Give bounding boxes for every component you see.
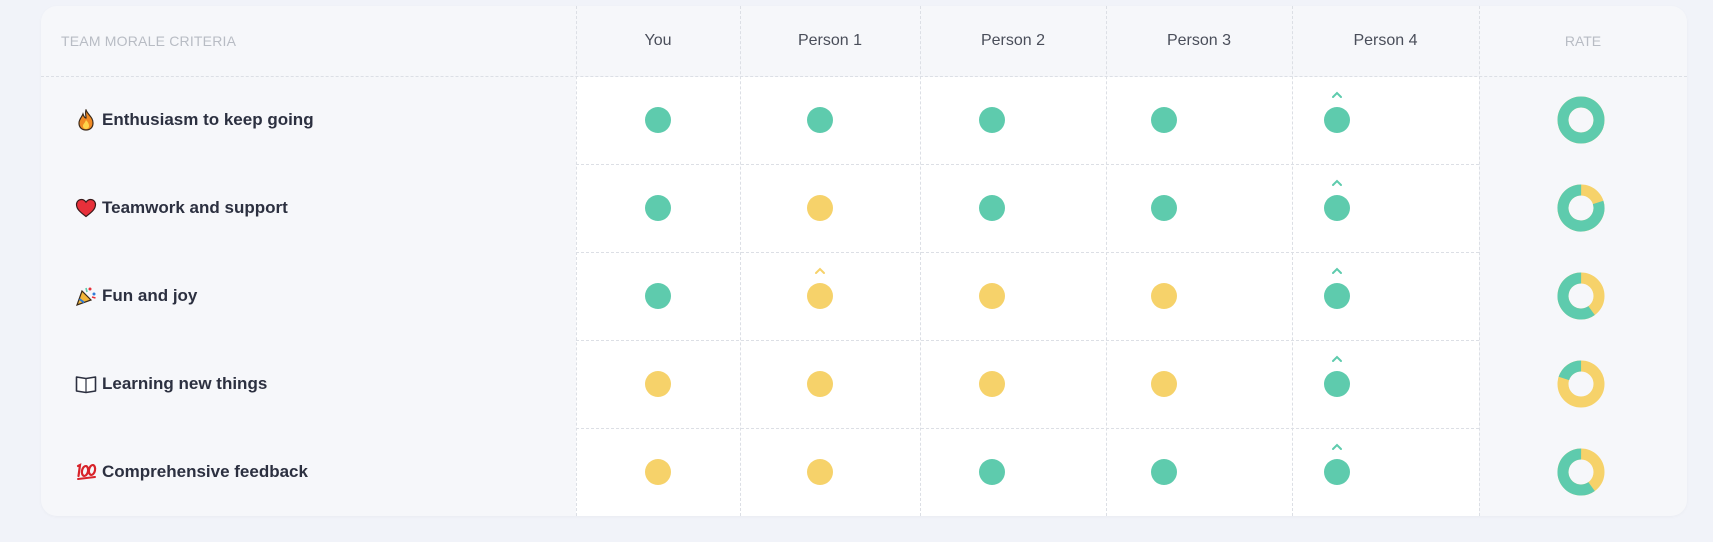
book-icon [75, 373, 97, 395]
fire-icon [75, 109, 97, 131]
rating-dot-person-2[interactable] [979, 195, 1005, 221]
trend-up-icon [1332, 179, 1342, 186]
criterion-row-feedback: Comprehensive feedback [75, 452, 308, 492]
team-morale-table: TEAM MORALE CRITERIA You Person 1 Person… [41, 6, 1687, 516]
heart-icon [75, 197, 97, 219]
row-divider [576, 164, 1479, 165]
criterion-label: Comprehensive feedback [102, 462, 308, 481]
donut-segment-green [1557, 96, 1605, 144]
column-header-person-1: Person 1 [797, 32, 863, 49]
rate-donut-chart [1557, 448, 1605, 496]
donut-segment-green [1557, 184, 1605, 232]
trend-up-icon [1332, 443, 1342, 450]
column-divider [1479, 6, 1480, 516]
rating-dot-person-1[interactable] [807, 107, 833, 133]
trend-up-icon [1332, 267, 1342, 274]
rating-dot-person-2[interactable] [979, 459, 1005, 485]
rate-donut-chart [1557, 184, 1605, 232]
rating-dot-you[interactable] [645, 371, 671, 397]
criterion-label: Learning new things [102, 374, 268, 393]
criterion-label: Fun and joy [102, 286, 198, 305]
rating-dot-person-3[interactable] [1151, 107, 1177, 133]
rating-dot-person-4[interactable] [1324, 107, 1350, 133]
column-divider [1292, 6, 1293, 516]
criterion-label: Teamwork and support [102, 198, 288, 217]
rating-dot-you[interactable] [645, 459, 671, 485]
rating-dot-person-1[interactable] [807, 371, 833, 397]
criterion-label: Enthusiasm to keep going [102, 110, 314, 129]
rate-donut-chart [1557, 360, 1605, 408]
column-header-person-3: Person 3 [1166, 32, 1232, 49]
rating-dot-person-3[interactable] [1151, 195, 1177, 221]
trend-up-icon [815, 267, 825, 274]
rating-dot-person-4[interactable] [1324, 459, 1350, 485]
donut-segment-green [1557, 448, 1605, 496]
rating-dot-person-2[interactable] [979, 283, 1005, 309]
criterion-row-teamwork: Teamwork and support [75, 188, 288, 228]
criterion-row-learning: Learning new things [75, 364, 267, 404]
rating-dot-person-1[interactable] [807, 195, 833, 221]
rating-dot-person-1[interactable] [807, 459, 833, 485]
column-divider [1106, 6, 1107, 516]
rating-dot-person-2[interactable] [979, 107, 1005, 133]
trend-up-icon [1332, 355, 1342, 362]
rating-dot-you[interactable] [645, 283, 671, 309]
hundred-points-icon [75, 461, 97, 483]
row-divider [576, 428, 1479, 429]
criterion-row-enthusiasm: Enthusiasm to keep going [75, 100, 314, 140]
row-divider [576, 340, 1479, 341]
criterion-row-fun: Fun and joy [75, 276, 197, 316]
column-divider [740, 6, 741, 516]
rating-dot-person-1[interactable] [807, 283, 833, 309]
party-popper-icon [75, 285, 97, 307]
rating-dot-person-4[interactable] [1324, 283, 1350, 309]
column-header-person-2: Person 2 [980, 32, 1046, 49]
rating-dot-person-4[interactable] [1324, 195, 1350, 221]
trend-up-icon [1332, 91, 1342, 98]
rate-donut-chart [1557, 272, 1605, 320]
column-header-you: You [644, 32, 672, 49]
rate-donut-chart [1557, 96, 1605, 144]
rating-dot-you[interactable] [645, 107, 671, 133]
table-header: TEAM MORALE CRITERIA You Person 1 Person… [41, 6, 1687, 77]
rating-dot-person-4[interactable] [1324, 371, 1350, 397]
rating-dot-person-2[interactable] [979, 371, 1005, 397]
rating-dot-you[interactable] [645, 195, 671, 221]
column-divider [920, 6, 921, 516]
donut-segment-green [1557, 360, 1605, 408]
row-divider [576, 252, 1479, 253]
rating-dot-person-3[interactable] [1151, 283, 1177, 309]
criteria-column-title: TEAM MORALE CRITERIA [61, 33, 237, 49]
column-header-rate: RATE [1564, 33, 1602, 49]
rating-dot-person-3[interactable] [1151, 371, 1177, 397]
donut-segment-green [1557, 272, 1605, 320]
rating-dot-person-3[interactable] [1151, 459, 1177, 485]
column-divider [576, 6, 577, 516]
column-header-person-4: Person 4 [1353, 32, 1418, 49]
